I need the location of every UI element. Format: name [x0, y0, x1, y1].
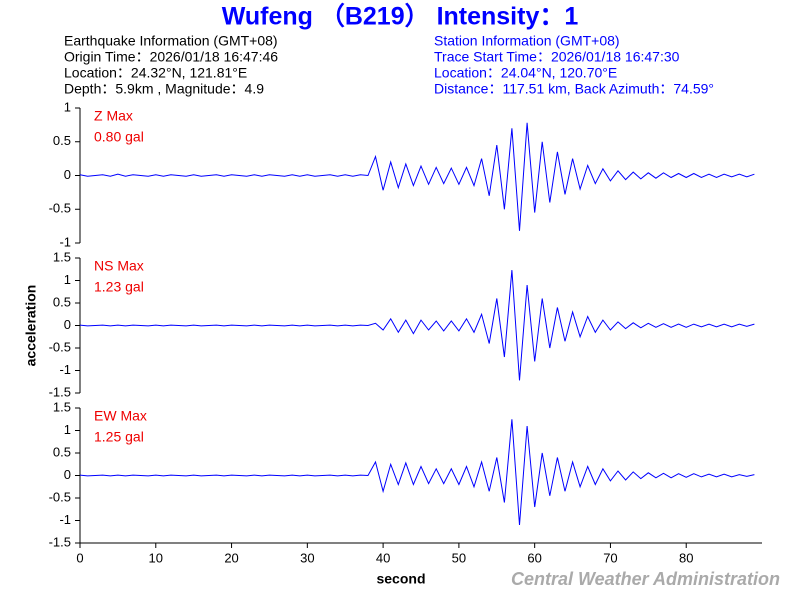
y-tick-label: -1 — [59, 362, 71, 377]
max-label: EW Max — [94, 408, 147, 424]
x-tick-label: 70 — [603, 550, 617, 565]
waveform — [79, 419, 755, 526]
y-tick-label: 1 — [64, 99, 71, 114]
earthquake-info: Earthquake Information (GMT+08) — [64, 33, 278, 49]
credit: Central Weather Administration — [511, 569, 780, 589]
y-axis-label: acceleration — [23, 285, 39, 367]
y-tick-label: 0.5 — [53, 444, 71, 459]
max-label: 1.25 gal — [94, 429, 144, 445]
station-info: Trace Start Time：2026/01/18 16:47:30 — [434, 49, 680, 65]
max-label: 0.80 gal — [94, 129, 144, 145]
x-tick-label: 40 — [376, 550, 390, 565]
y-tick-label: -1 — [59, 512, 71, 527]
y-tick-label: 1 — [64, 422, 71, 437]
max-label: 1.23 gal — [94, 279, 144, 295]
y-tick-label: -1 — [59, 234, 71, 249]
x-tick-label: 50 — [452, 550, 466, 565]
x-tick-label: 30 — [300, 550, 314, 565]
waveform — [79, 270, 755, 381]
x-tick-label: 80 — [679, 550, 693, 565]
y-tick-label: 1.5 — [53, 399, 71, 414]
y-tick-label: -0.5 — [49, 339, 71, 354]
max-label: Z Max — [94, 108, 133, 124]
y-tick-label: 1 — [64, 272, 71, 287]
y-tick-label: -1.5 — [49, 384, 71, 399]
max-label: NS Max — [94, 258, 144, 274]
waveform — [79, 122, 755, 231]
y-tick-label: -0.5 — [49, 201, 71, 216]
x-tick-label: 0 — [76, 550, 83, 565]
y-tick-label: 0 — [64, 167, 71, 182]
station-info: Station Information (GMT+08) — [434, 33, 620, 49]
station-info: Distance：117.51 km, Back Azimuth：74.59° — [434, 81, 714, 97]
y-tick-label: 0.5 — [53, 294, 71, 309]
x-axis-label: second — [376, 571, 425, 587]
station-info: Location：24.04°N, 120.70°E — [434, 65, 617, 81]
y-tick-label: -0.5 — [49, 489, 71, 504]
earthquake-info: Location：24.32°N, 121.81°E — [64, 65, 247, 81]
earthquake-info: Depth：5.9km , Magnitude：4.9 — [64, 81, 264, 97]
y-tick-label: 0.5 — [53, 133, 71, 148]
y-tick-label: 1.5 — [53, 249, 71, 264]
title: Wufeng （B219） Intensity：1 — [222, 2, 579, 31]
x-tick-label: 60 — [527, 550, 541, 565]
y-tick-label: -1.5 — [49, 534, 71, 549]
y-tick-label: 0 — [64, 467, 71, 482]
y-tick-label: 0 — [64, 317, 71, 332]
earthquake-info: Origin Time：2026/01/18 16:47:46 — [64, 49, 278, 65]
x-tick-label: 20 — [224, 550, 238, 565]
x-tick-label: 10 — [149, 550, 163, 565]
